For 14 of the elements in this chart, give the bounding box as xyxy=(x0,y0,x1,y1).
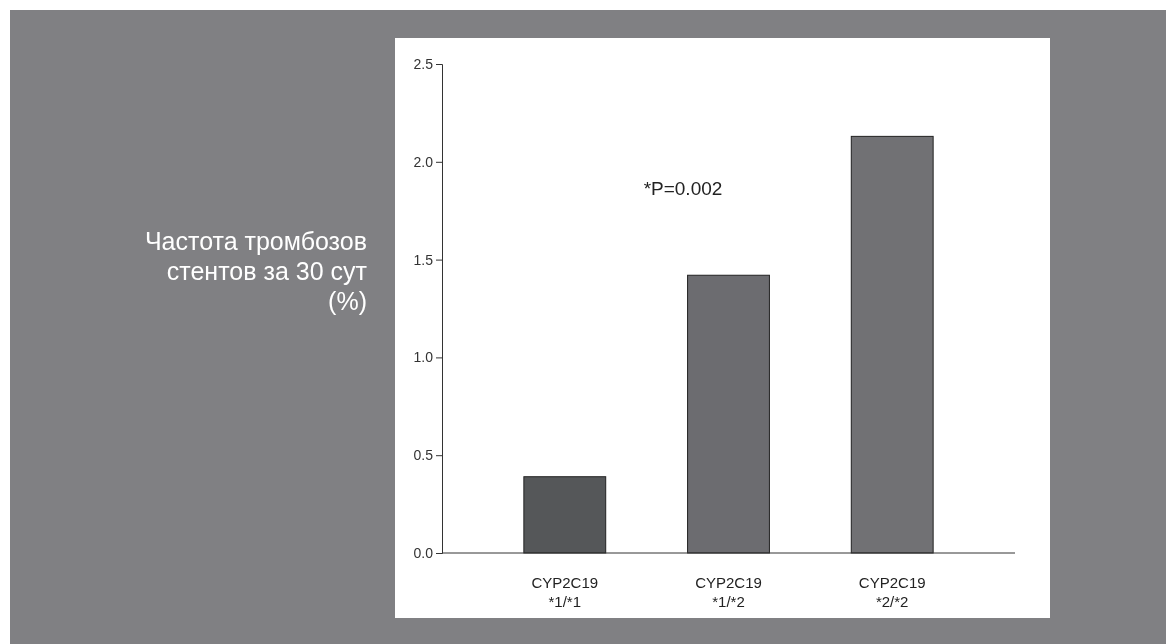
x-tick-label: CYP2C19 *1/*2 xyxy=(695,574,762,610)
bar xyxy=(687,274,770,554)
bar xyxy=(523,476,607,554)
y-tick-label: 1.0 xyxy=(413,349,434,366)
x-tick-label: CYP2C19 *2/*2 xyxy=(858,574,926,610)
y-axis-title: Частота тромбозов стентов за 30 сут (%) xyxy=(144,227,368,315)
y-tick-label: 2.0 xyxy=(413,153,434,170)
y-tick-label: 0.5 xyxy=(413,447,434,464)
annotation: *P=0.002 xyxy=(643,178,723,199)
x-tick-label: CYP2C19 *1/*1 xyxy=(531,574,599,610)
bar xyxy=(850,135,934,554)
y-tick-label: 1.5 xyxy=(413,251,434,268)
y-tick-label: 0.0 xyxy=(413,544,434,561)
y-tick-label: 2.5 xyxy=(413,55,434,72)
